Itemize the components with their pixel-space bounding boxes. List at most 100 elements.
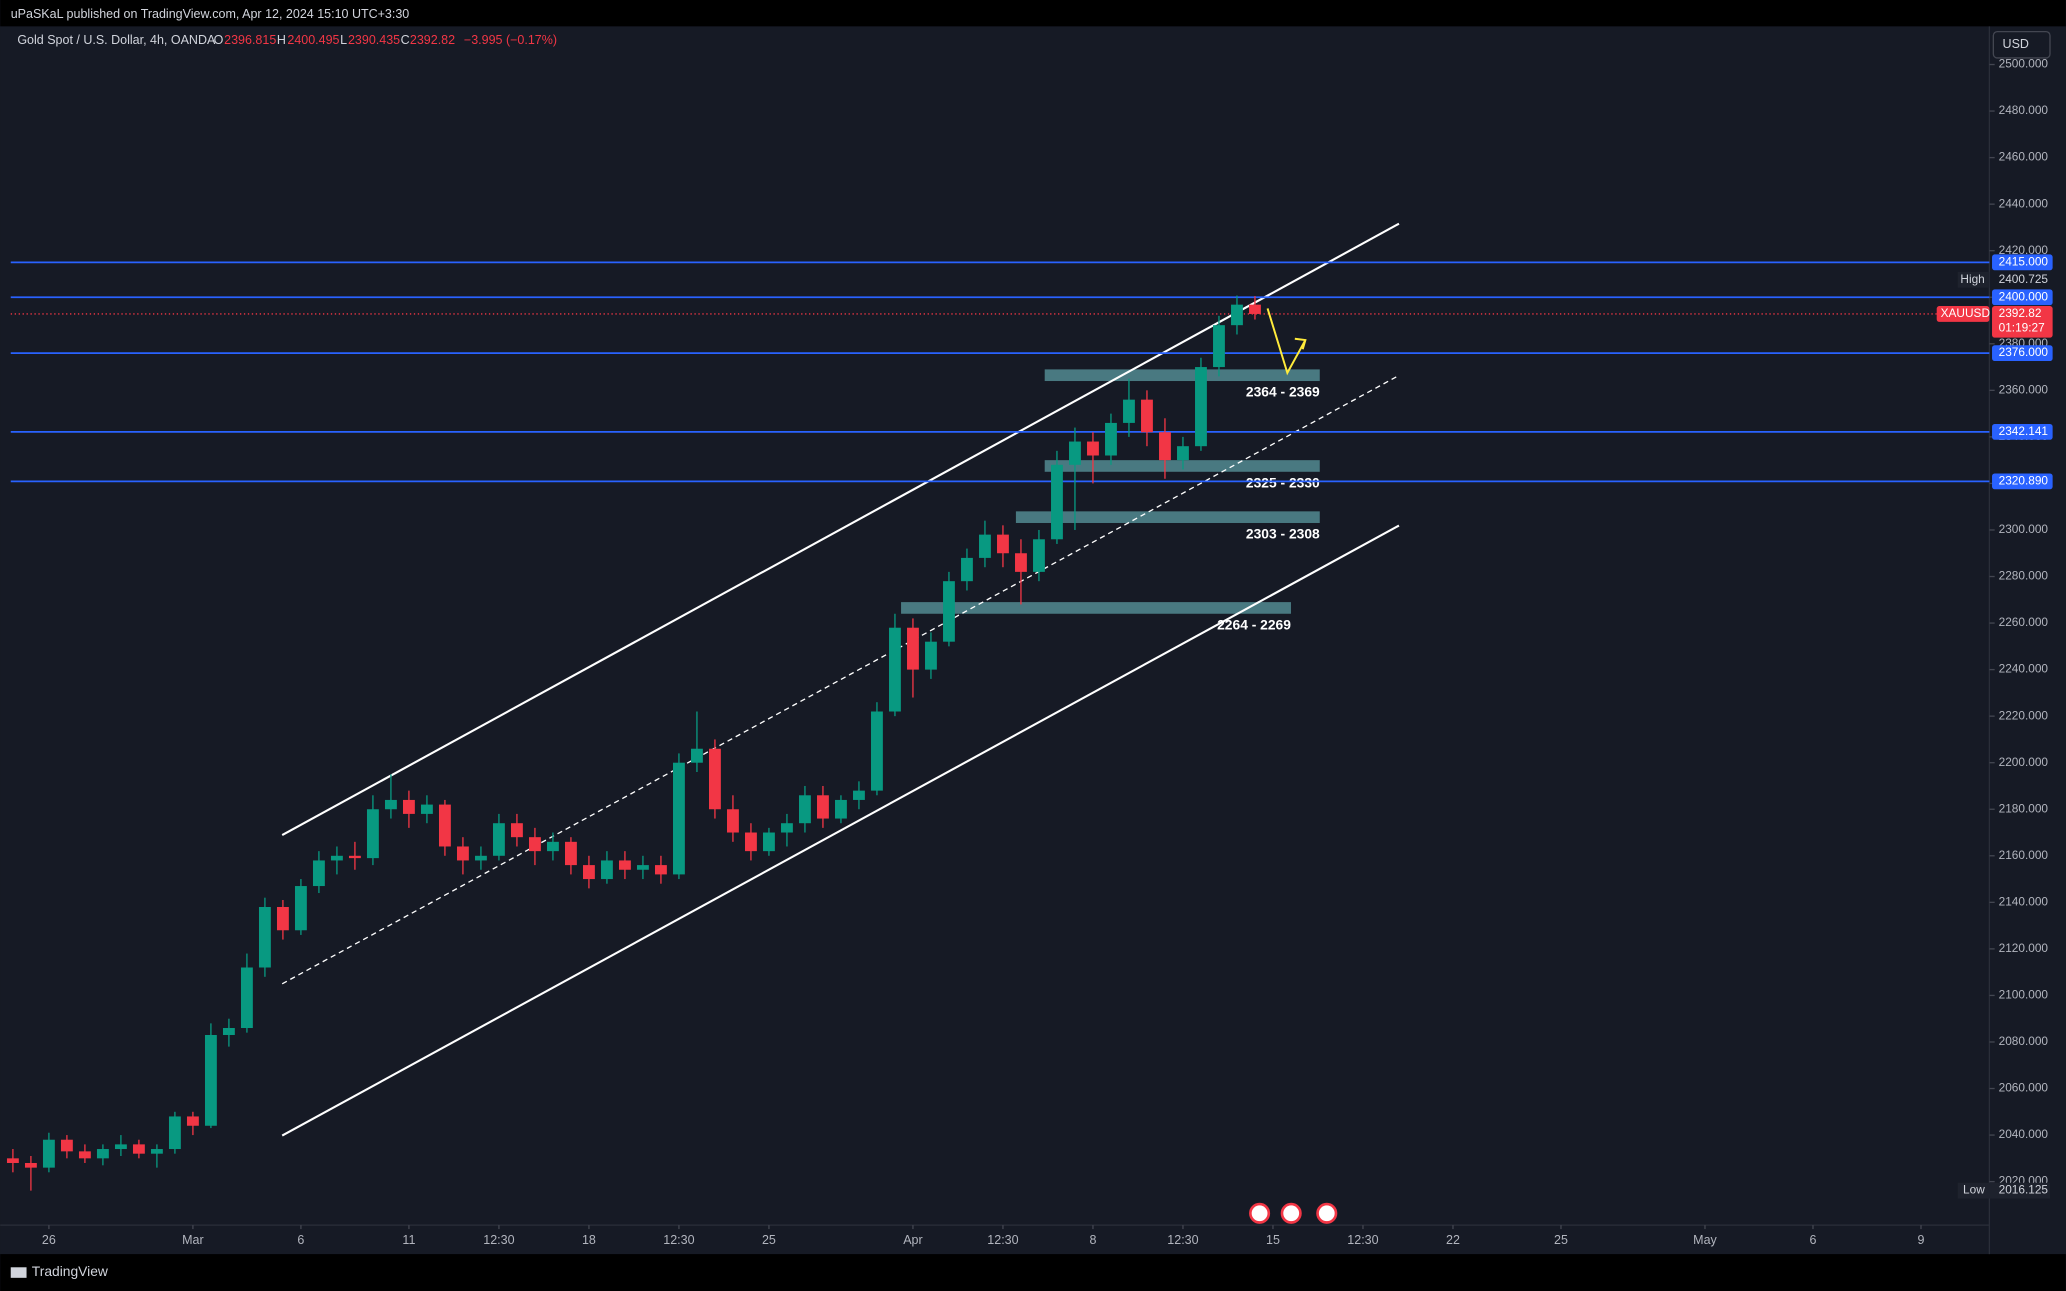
candle-body — [1141, 399, 1153, 433]
candle-body — [384, 799, 397, 810]
candle-body — [60, 1139, 73, 1152]
candle-body — [42, 1139, 55, 1168]
candle-body — [871, 711, 883, 791]
last-price-box — [1992, 306, 2053, 338]
candle-body — [1231, 304, 1243, 326]
event-icons — [1249, 1202, 1338, 1224]
candle-body — [1015, 553, 1027, 572]
symbol-label: XAUUSD — [1941, 306, 1990, 320]
high-box — [1957, 271, 1990, 288]
x-tick-label: 12:30 — [1347, 1233, 1378, 1247]
y-tick-label: 2500.000 — [1999, 57, 2049, 71]
y-tick-label: 2200.000 — [1999, 755, 2049, 769]
candle-body — [6, 1158, 19, 1163]
y-tick-label: 2360.000 — [1999, 382, 2049, 396]
top-bar — [0, 0, 2066, 27]
ohlc-h-label: H — [277, 33, 286, 47]
candle-body — [979, 534, 991, 558]
candle-body — [1033, 539, 1045, 572]
candle-body — [691, 748, 703, 763]
x-tick-label: 22 — [1446, 1233, 1460, 1247]
countdown: 01:19:27 — [1999, 321, 2045, 335]
candle-body — [402, 799, 415, 814]
y-tick-label: 2080.000 — [1999, 1034, 2049, 1048]
y-tick-label: 2140.000 — [1999, 894, 2049, 908]
symbol-title: Gold Spot / U.S. Dollar, 4h, OANDA — [17, 33, 216, 47]
level-box — [1992, 345, 2053, 362]
candle-body — [240, 967, 253, 1029]
arrow — [1266, 308, 1307, 376]
candle-body — [438, 804, 451, 847]
candle-body — [1051, 464, 1063, 540]
y-tick-label: 2100.000 — [1999, 988, 2049, 1002]
symbol-box — [1936, 306, 1990, 322]
candle-body — [997, 534, 1009, 554]
bottom-bar — [0, 1254, 2066, 1291]
candle-body — [1195, 367, 1207, 447]
candle-body — [1213, 325, 1225, 368]
arrow-head — [1294, 337, 1307, 350]
level-label: 2400.000 — [1999, 289, 2049, 303]
ohlc-o: 2396.815 — [224, 33, 276, 47]
y-tick-label: 2040.000 — [1999, 1127, 2049, 1141]
brand: TradingView — [32, 1263, 109, 1279]
x-tick-label: Mar — [182, 1233, 204, 1247]
x-tick-label: 12:30 — [483, 1233, 514, 1247]
candle-body — [943, 581, 955, 642]
brand-logo — [10, 1267, 27, 1278]
level-box — [1992, 423, 2053, 440]
high-value: 2400.725 — [1999, 272, 2049, 286]
ohlc-c-label: C — [401, 33, 410, 47]
x-tick-label: 26 — [42, 1233, 56, 1247]
high-label: High — [1960, 272, 1984, 286]
candle-body — [1123, 399, 1135, 423]
currency[interactable]: USD — [2003, 37, 2029, 51]
candle-body — [168, 1116, 181, 1150]
ohlc-l: 2390.435 — [348, 33, 400, 47]
x-tick-label: 11 — [402, 1233, 415, 1247]
level-box — [1992, 289, 2053, 306]
candle-body — [835, 799, 847, 819]
candle-body — [528, 837, 541, 852]
level-box — [1992, 254, 2053, 271]
candle-body — [889, 627, 901, 712]
y-tick-label: 2220.000 — [1999, 708, 2049, 722]
candle-body — [817, 795, 829, 819]
zone — [1044, 460, 1320, 472]
ohlc-c: 2392.82 — [410, 33, 455, 47]
candle-body — [745, 832, 757, 852]
channel-line — [281, 222, 1400, 837]
x-tick-label: May — [1693, 1233, 1717, 1247]
zone — [1015, 511, 1320, 523]
candle-body — [925, 641, 937, 670]
candle-body — [258, 906, 271, 968]
low-value: 2016.125 — [1999, 1183, 2049, 1197]
x-tick-label: 6 — [1810, 1233, 1817, 1247]
x-tick-label: 6 — [297, 1233, 304, 1247]
x-tick-label: 25 — [762, 1233, 776, 1247]
candle-body — [582, 865, 595, 880]
level-label: 2320.890 — [1999, 473, 2049, 487]
currency-box[interactable] — [1992, 30, 2051, 59]
level-label: 2342.141 — [1999, 424, 2049, 438]
candle-body — [96, 1149, 109, 1159]
candle-body — [204, 1034, 217, 1126]
candle-body — [1087, 441, 1099, 456]
candle-body — [655, 865, 667, 875]
candle-body — [907, 627, 919, 670]
x-tick-label: 25 — [1554, 1233, 1568, 1247]
y-tick-label: 2480.000 — [1999, 103, 2049, 117]
channel-line — [281, 524, 1400, 1137]
zone — [1044, 369, 1320, 382]
last-price-label: 2392.82 — [1999, 306, 2042, 320]
zone-label: 2264 - 2269 — [1217, 616, 1291, 632]
candle-body — [420, 804, 433, 814]
candle-body — [853, 790, 865, 800]
candle-body — [1069, 441, 1081, 465]
candle-body — [294, 886, 307, 931]
candle-body — [510, 823, 523, 838]
candle-body — [222, 1028, 235, 1035]
candle-body — [1159, 432, 1171, 461]
